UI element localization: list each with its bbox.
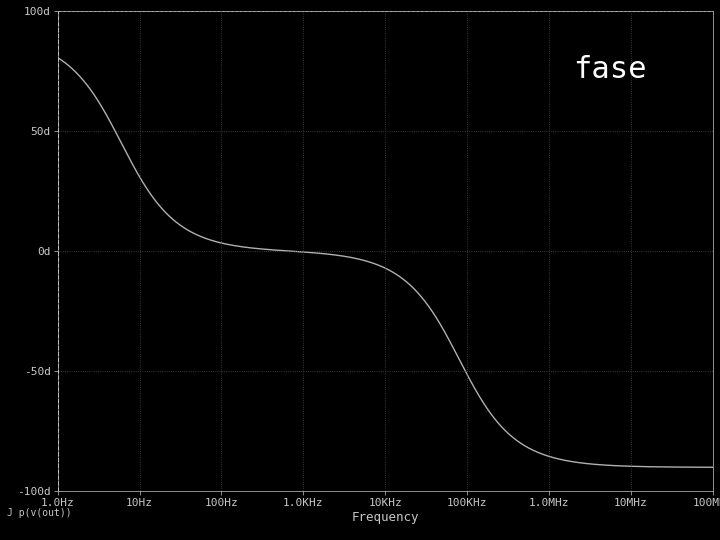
Text: fase: fase xyxy=(574,55,647,84)
Text: J p(v(out)): J p(v(out)) xyxy=(7,508,72,518)
X-axis label: Frequency: Frequency xyxy=(351,511,419,524)
